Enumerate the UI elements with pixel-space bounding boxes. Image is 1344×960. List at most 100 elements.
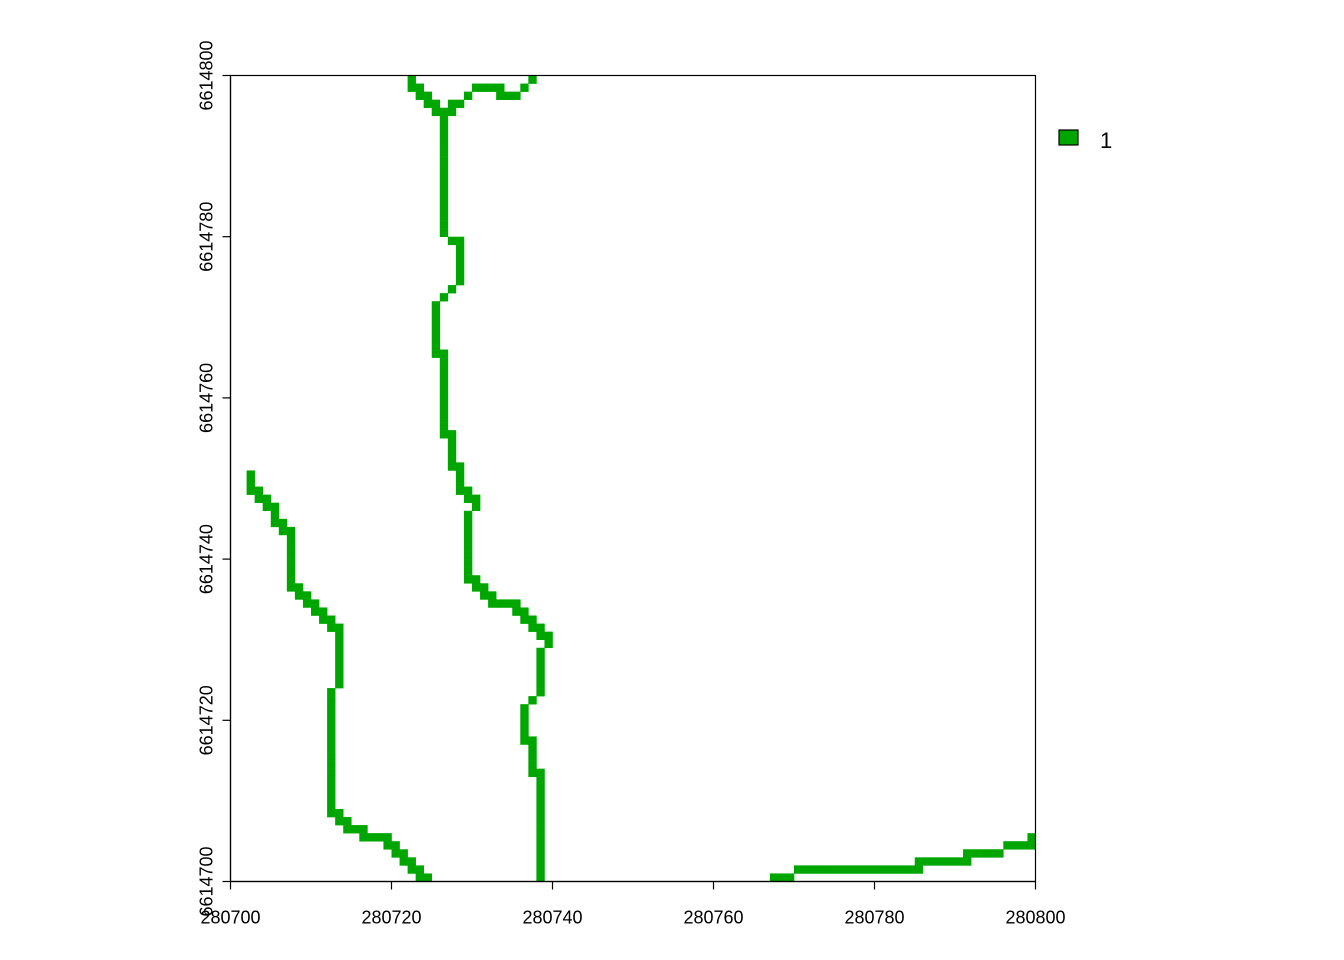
raster-cell [262, 502, 272, 512]
raster-cell [463, 551, 473, 560]
raster-cell [431, 99, 441, 109]
raster-cell [439, 156, 449, 165]
raster-cell [431, 349, 441, 358]
raster-cell [463, 575, 473, 584]
raster-cell [431, 333, 441, 342]
raster-cell [439, 381, 449, 391]
raster-cell [520, 728, 529, 737]
raster-cell [528, 615, 537, 624]
raster-cell [431, 317, 441, 326]
raster-cell [327, 776, 336, 786]
raster-cell [914, 857, 924, 866]
raster-cell [834, 865, 843, 874]
raster-cell [536, 671, 545, 681]
raster-cell [327, 760, 336, 769]
raster-cell [520, 615, 529, 624]
raster-cell [938, 857, 948, 866]
raster-cell [979, 849, 988, 858]
raster-cell [278, 526, 288, 536]
x-axis: 280700 280720 280740 280760 280780 280800 [200, 880, 1066, 928]
raster-cell [335, 631, 344, 640]
y-axis: 6614700 6614720 6614740 6614760 6614780 66148… [197, 40, 232, 917]
raster-cell [963, 857, 972, 866]
raster-cell [391, 841, 400, 850]
raster-cell [439, 164, 449, 173]
raster-cell [512, 91, 521, 100]
raster-cell [439, 180, 449, 189]
raster-cell [536, 873, 545, 882]
raster-cell [818, 865, 827, 874]
raster-cell [463, 567, 473, 576]
raster-cell [327, 615, 336, 624]
raster-cell [496, 91, 505, 100]
raster-cell [520, 83, 529, 92]
raster-cell [536, 663, 545, 673]
y-tick-label: 6614760 [197, 363, 217, 433]
raster-cell [375, 833, 384, 842]
raster-cell [415, 865, 424, 874]
raster-cell [383, 833, 392, 842]
raster-cell [439, 430, 449, 439]
raster-cell [294, 591, 304, 600]
raster-cell [536, 768, 545, 778]
raster-cell [447, 454, 457, 463]
legend-label: 1 [1100, 128, 1112, 153]
raster-cell [335, 680, 344, 689]
raster-cell [439, 212, 449, 221]
raster-cell [536, 623, 545, 632]
raster-cell [785, 873, 795, 882]
plot-frame [229, 74, 1037, 883]
raster-cell [528, 736, 537, 745]
raster-cell [383, 841, 392, 850]
raster-cell [286, 583, 296, 592]
raster-cell [319, 615, 328, 624]
y-tick-label: 6614780 [197, 202, 217, 272]
raster-cell [431, 301, 441, 310]
raster-cell [536, 849, 545, 858]
raster-cell [335, 647, 344, 657]
raster-cell [528, 752, 537, 761]
raster-cell [351, 825, 360, 834]
raster-cell [327, 768, 336, 778]
raster-cell [455, 99, 465, 109]
raster-cell [439, 349, 449, 358]
raster-cell [439, 228, 449, 237]
raster-cell [327, 712, 336, 721]
raster-cell [423, 99, 433, 109]
raster-cell [1011, 841, 1020, 850]
raster-cell [359, 833, 368, 842]
raster-cell [327, 784, 336, 794]
raster-cell [536, 833, 545, 842]
raster-cell [463, 559, 473, 568]
raster-cell [810, 865, 819, 874]
raster-cell [777, 873, 787, 882]
raster-cell [1019, 841, 1028, 850]
raster-cell [367, 833, 376, 842]
raster-cell [439, 115, 449, 125]
raster-cell [399, 849, 408, 858]
raster-cell [439, 107, 449, 117]
y-tick-label: 6614700 [197, 846, 217, 916]
raster-cell [286, 575, 296, 584]
raster-cell [528, 744, 537, 753]
raster-cell [842, 865, 851, 874]
raster-cell [447, 446, 457, 455]
raster-cell [439, 123, 449, 133]
raster-cell [359, 825, 368, 834]
raster-cell [528, 768, 537, 778]
raster-cell [463, 534, 473, 544]
raster-cell [536, 784, 545, 794]
raster-cell [520, 704, 529, 713]
raster-cell [463, 510, 473, 520]
raster-cell [480, 83, 489, 92]
raster-cell [335, 623, 344, 632]
raster-cell [544, 639, 553, 649]
raster-cell [327, 728, 336, 737]
raster-cell [512, 599, 521, 608]
raster-cell [528, 623, 537, 632]
raster-cell [327, 696, 336, 705]
raster-cell [536, 776, 545, 786]
raster-cell [286, 559, 296, 568]
raster-cell [439, 188, 449, 197]
